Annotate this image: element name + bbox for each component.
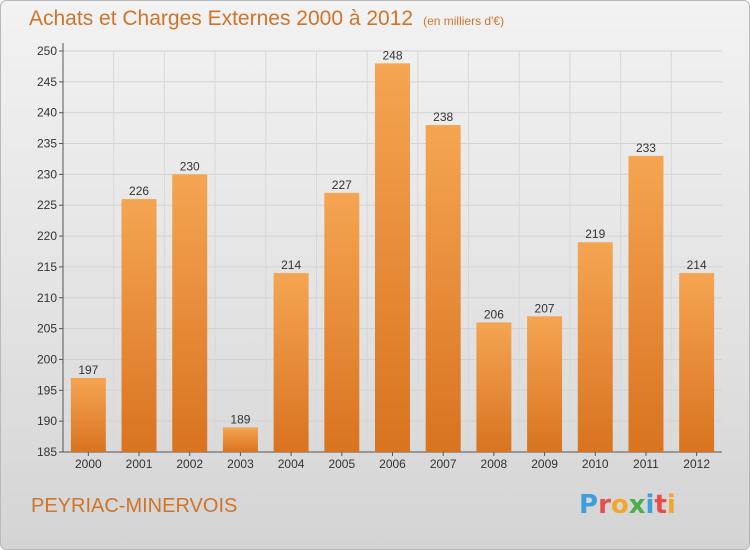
data-labels: 197 226 230 189 214 227 248 238 206 207 219 233 214 <box>78 48 707 426</box>
y-tick-label: 250 <box>37 44 57 58</box>
x-tick-label: 2010 <box>582 457 609 471</box>
chart-subtitle: (en milliers d'€) <box>423 14 505 28</box>
x-tick-label: 2003 <box>227 457 254 471</box>
y-tick-label: 245 <box>37 75 57 89</box>
logo-letter: r <box>598 490 611 520</box>
chart-title: Achats et Charges Externes 2000 à 2012 (e… <box>29 7 504 31</box>
x-tick-label: 2004 <box>278 457 305 471</box>
data-label: 248 <box>382 48 402 62</box>
x-tick-label: 2000 <box>75 457 102 471</box>
logo-letter: P <box>579 490 599 520</box>
y-tick-label: 220 <box>37 229 57 243</box>
bar <box>577 242 613 452</box>
data-label: 230 <box>180 159 200 173</box>
bar <box>273 273 309 452</box>
x-tick-label: 2006 <box>379 457 406 471</box>
bars <box>70 63 715 453</box>
bar <box>679 273 715 452</box>
data-label: 238 <box>433 110 453 124</box>
logo-letter: t <box>654 490 667 520</box>
x-tick-label: 2012 <box>683 457 710 471</box>
x-tick-label: 2008 <box>481 457 508 471</box>
x-tick-label: 2005 <box>328 457 355 471</box>
logo-letter: i <box>645 490 655 520</box>
data-label: 206 <box>484 307 504 321</box>
bar <box>70 377 106 452</box>
y-tick-label: 235 <box>37 137 57 151</box>
bar <box>222 427 258 452</box>
x-tick-label: 2011 <box>633 457 659 471</box>
bar <box>476 322 512 452</box>
bar <box>375 63 410 452</box>
x-tick-label: 2009 <box>531 457 558 471</box>
data-label: 233 <box>636 141 656 155</box>
data-label: 214 <box>687 258 707 272</box>
bar <box>425 125 461 453</box>
data-label: 214 <box>281 258 301 272</box>
logo-letter: x <box>628 490 646 520</box>
commune-name: PEYRIAC-MINERVOIS <box>31 495 238 517</box>
bar <box>121 199 157 452</box>
y-tick-label: 215 <box>37 260 57 274</box>
y-tick-label: 240 <box>37 106 57 120</box>
bar <box>527 316 563 452</box>
data-label: 189 <box>230 412 250 426</box>
data-label: 226 <box>129 184 149 198</box>
bar <box>324 192 360 452</box>
bar <box>628 155 664 452</box>
logo-letter: i <box>666 490 676 520</box>
y-tick-label: 195 <box>37 383 57 397</box>
x-tick-label: 2007 <box>430 457 457 471</box>
proxiti-logo: Proxiti <box>579 490 676 520</box>
data-label: 227 <box>332 178 352 192</box>
y-tick-label: 185 <box>37 445 57 459</box>
y-tick-label: 225 <box>37 198 57 212</box>
data-label: 207 <box>535 301 555 315</box>
tick-labels: 185 190 195 200 205 210 215 220 225 230 235 240 245 2… <box>37 44 710 471</box>
y-tick-label: 205 <box>37 322 57 336</box>
chart-title-text: Achats et Charges Externes 2000 à 2012 <box>29 7 414 30</box>
x-tick-label: 2002 <box>176 457 203 471</box>
bar <box>172 174 208 452</box>
x-tick-label: 2001 <box>126 457 153 471</box>
y-tick-label: 190 <box>37 414 57 428</box>
data-label: 197 <box>78 363 98 377</box>
logo-letter: o <box>610 490 629 520</box>
y-tick-label: 200 <box>37 352 57 366</box>
data-label: 219 <box>585 227 605 241</box>
y-tick-label: 230 <box>37 167 57 181</box>
y-tick-label: 210 <box>37 291 57 305</box>
